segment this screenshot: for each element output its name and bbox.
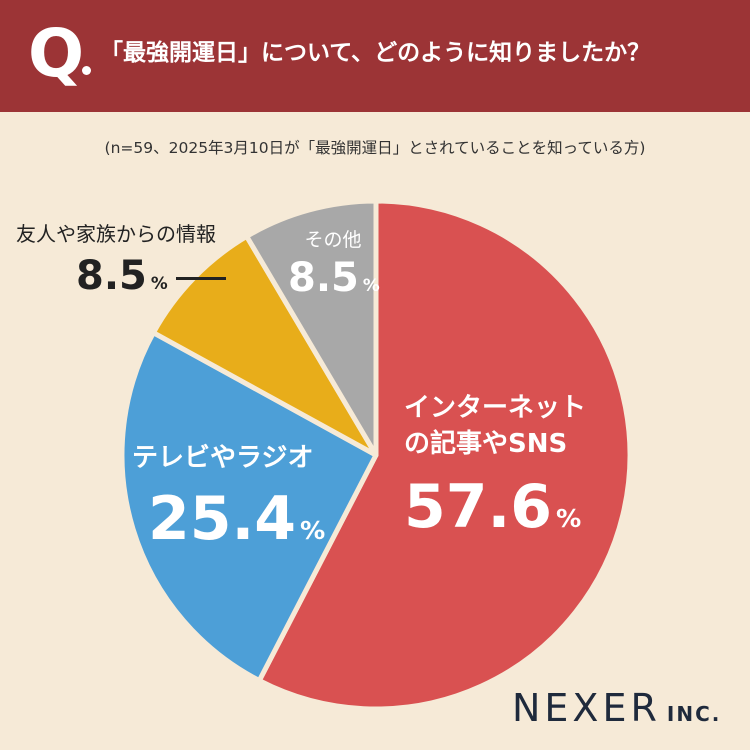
- label-friends: 友人や家族からの情報 8.5%: [16, 220, 216, 305]
- label-other: その他 8.5%: [288, 226, 380, 307]
- label-internet-line1: インターネット: [404, 393, 587, 423]
- label-other-line1: その他: [304, 229, 362, 251]
- logo-name: NEXER: [512, 686, 661, 730]
- leader-line-friends: [176, 277, 226, 280]
- pct-unit-friends: %: [150, 273, 168, 293]
- nexer-logo: NEXER INC.: [512, 686, 721, 730]
- q-dot-icon: [82, 66, 91, 75]
- label-friends-line1: 友人や家族からの情報: [16, 222, 216, 246]
- pct-tv-radio: 25.4: [148, 484, 297, 554]
- pct-unit-other: %: [362, 275, 380, 295]
- label-internet: インターネット の記事やSNS 57.6%: [404, 390, 586, 550]
- pct-unit-tv-radio: %: [300, 516, 326, 545]
- pct-friends: 8.5: [76, 253, 147, 299]
- pct-internet: 57.6: [404, 472, 553, 542]
- label-internet-line2: の記事やSNS: [404, 429, 568, 459]
- pct-unit-internet: %: [556, 504, 582, 533]
- slice-internet: [256, 198, 633, 712]
- question-text: 「最強開運日」について、どのように知りましたか？: [100, 40, 651, 66]
- question-header: Q 「最強開運日」について、どのように知りましたか？: [0, 0, 750, 112]
- slice-tv-radio: [119, 330, 379, 684]
- logo-suffix: INC.: [666, 702, 722, 726]
- pct-other: 8.5: [288, 255, 359, 301]
- label-tv-radio-line1: テレビやラジオ: [132, 443, 314, 473]
- sample-note: (n=59、2025年3月10日が「最強開運日」とされていることを知っている方): [104, 139, 646, 157]
- slice-other: [244, 198, 379, 458]
- q-mark: Q: [28, 15, 85, 92]
- label-tv-radio: テレビやラジオ 25.4%: [132, 440, 325, 562]
